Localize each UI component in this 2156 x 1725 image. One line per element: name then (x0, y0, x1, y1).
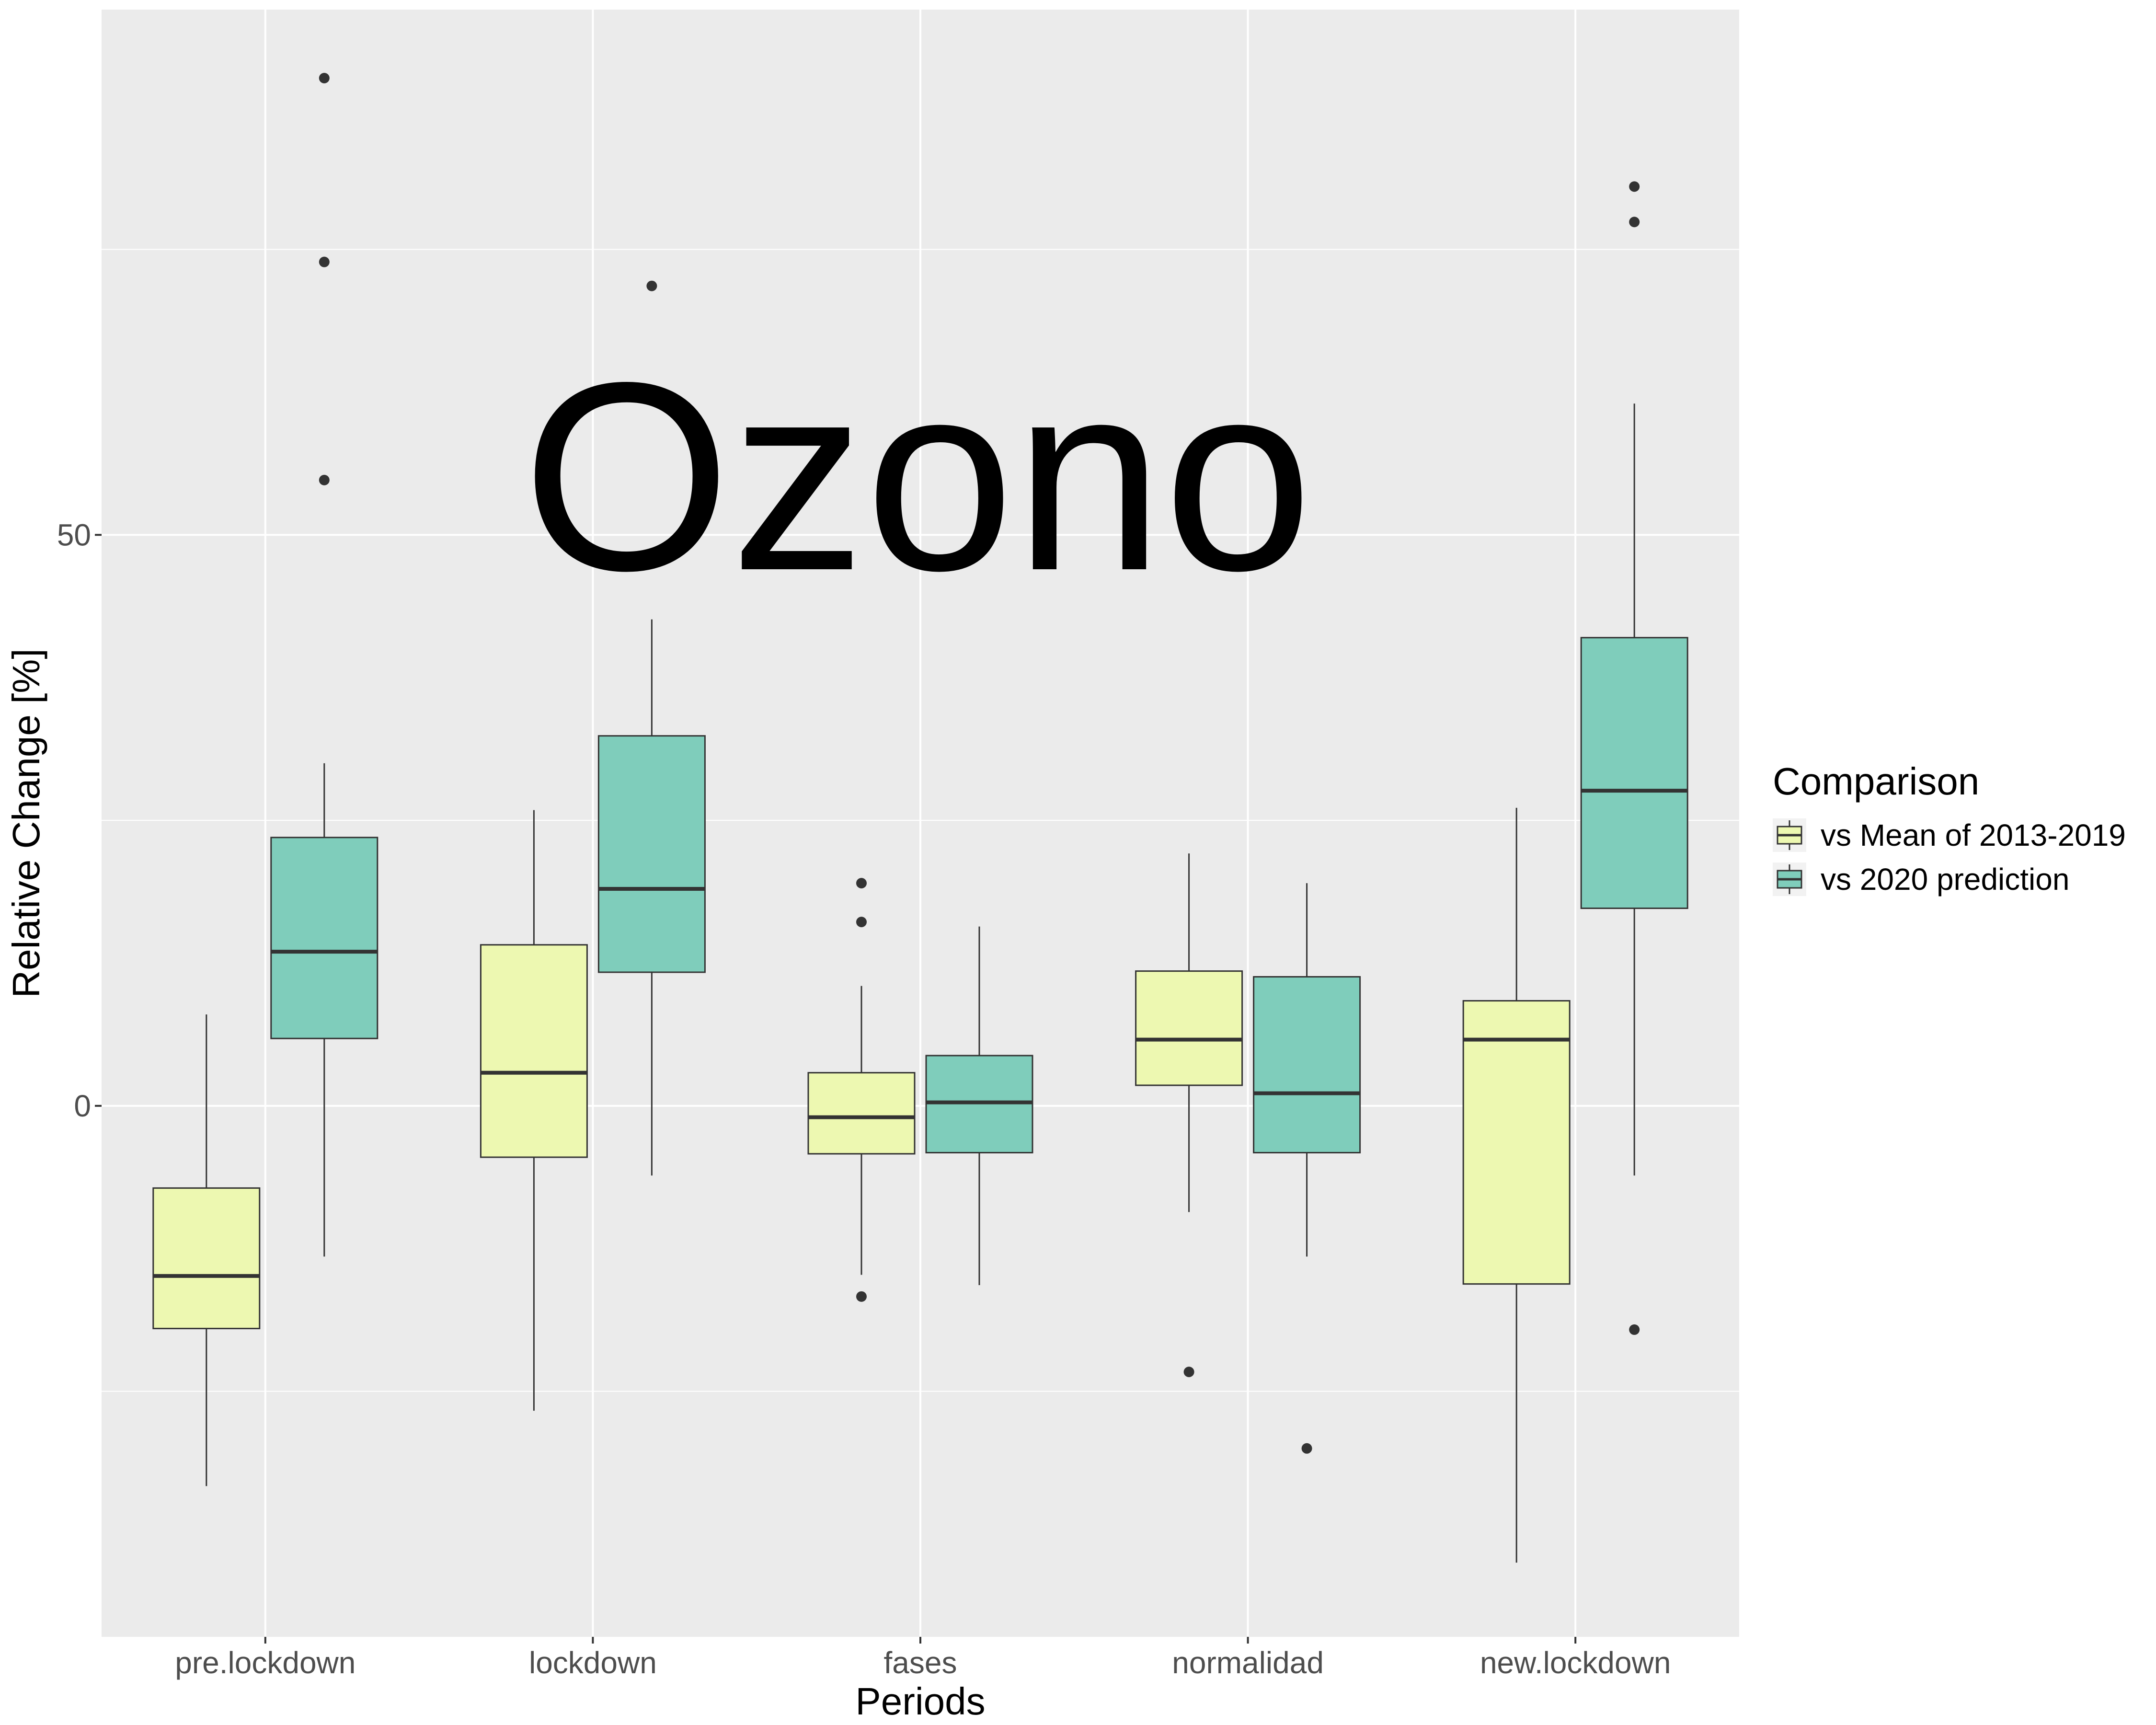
boxplot-fases-series-0 (807, 878, 916, 1302)
box (1253, 976, 1361, 1154)
outlier-point (1301, 1443, 1312, 1454)
x-axis: pre.lockdown lockdown fases normalidad new.l… (175, 1637, 1671, 1680)
box (1135, 970, 1243, 1086)
outlier-point (1629, 217, 1640, 228)
outlier-point (319, 256, 330, 267)
box (152, 1187, 261, 1330)
x-axis-title: Periods (855, 1680, 985, 1723)
gridlines (102, 10, 1739, 1637)
box (270, 837, 378, 1039)
boxplot-new.lockdown-series-1 (1580, 181, 1688, 1335)
y-tick-label: 0 (74, 1089, 91, 1123)
boxplot-pre.lockdown-series-0 (152, 1014, 261, 1486)
box (480, 944, 588, 1158)
outlier-point (856, 917, 867, 928)
legend-title: Comparison (1773, 760, 1979, 803)
outlier-point (646, 280, 657, 291)
x-tick-label: normalidad (1172, 1645, 1324, 1680)
legend-item-0: vs Mean of 2013-2019 (1773, 818, 2126, 852)
outlier-point (319, 72, 330, 83)
x-tick-label: fases (884, 1645, 957, 1680)
boxplot-pre.lockdown-series-1 (270, 72, 378, 1257)
boxplot-normalidad-series-0 (1135, 853, 1243, 1378)
boxplot-new.lockdown-series-0 (1462, 807, 1571, 1563)
x-tick-label: lockdown (529, 1645, 657, 1680)
outlier-point (856, 878, 867, 889)
outlier-point (1183, 1367, 1194, 1378)
box (1580, 637, 1688, 909)
boxplot-normalidad-series-1 (1253, 883, 1361, 1454)
legend-item-1: vs 2020 prediction (1773, 862, 2069, 897)
legend: Comparison vs Mean of 2013-2019 vs 2020 p… (1773, 760, 2126, 897)
boxplot-lockdown-series-1 (597, 280, 706, 1176)
outlier-point (319, 474, 330, 485)
box (807, 1072, 916, 1155)
x-tick-label: pre.lockdown (175, 1645, 356, 1680)
y-tick-label: 50 (57, 518, 91, 552)
boxplots (152, 72, 1688, 1563)
outlier-point (856, 1291, 867, 1302)
outlier-point (1629, 1324, 1640, 1335)
boxplot-fases-series-1 (925, 926, 1033, 1285)
boxplot-lockdown-series-0 (480, 810, 588, 1411)
box (597, 735, 706, 973)
chart-title: Ozono (522, 326, 1313, 626)
y-axis-title: Relative Change [%] (5, 648, 47, 998)
y-axis: 0 50 (57, 518, 102, 1123)
outlier-point (1629, 181, 1640, 192)
box (1462, 1000, 1571, 1285)
x-tick-label: new.lockdown (1480, 1645, 1671, 1680)
legend-label: vs 2020 prediction (1821, 862, 2069, 897)
legend-label: vs Mean of 2013-2019 (1821, 818, 2126, 852)
